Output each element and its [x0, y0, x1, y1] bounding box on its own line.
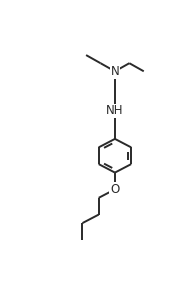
Text: NH: NH [106, 104, 124, 118]
Text: O: O [110, 183, 119, 196]
Text: N: N [111, 65, 119, 78]
